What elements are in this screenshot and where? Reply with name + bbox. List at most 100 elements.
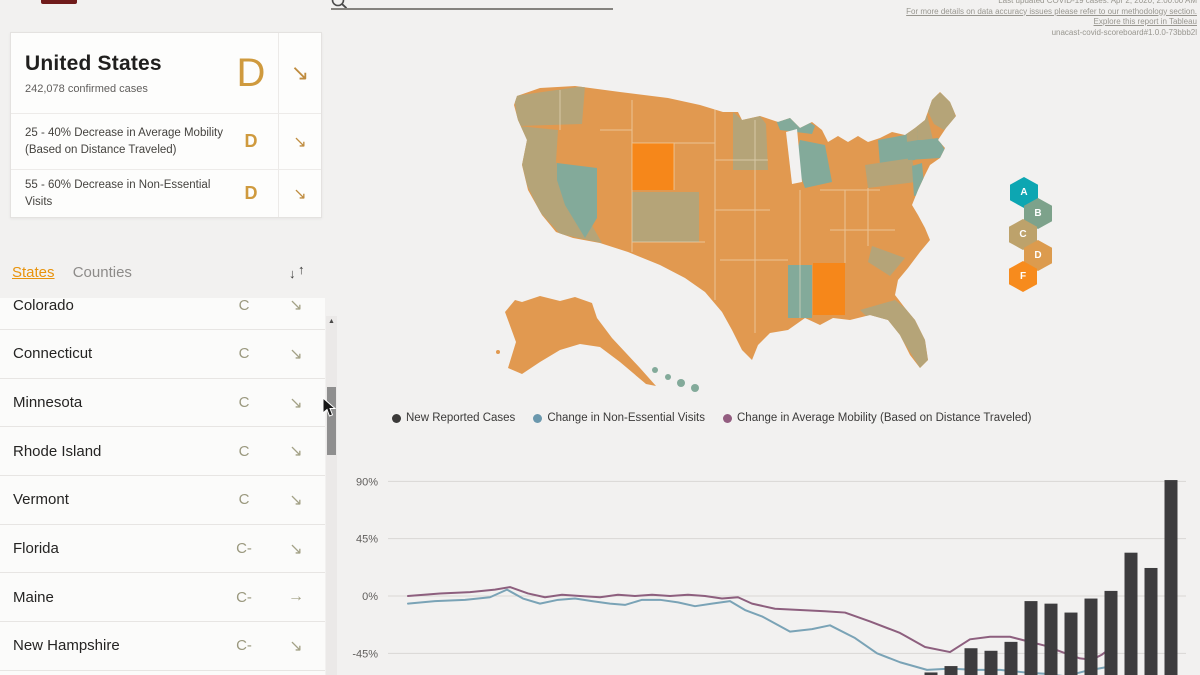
trend-icon: ↘: [289, 443, 303, 461]
bar[interactable]: [1084, 598, 1098, 675]
list-item[interactable]: Minnesota C ↘: [0, 378, 325, 428]
list-item[interactable]: Florida C- ↘: [0, 524, 325, 574]
trend-icon: ↘: [289, 491, 303, 509]
state-AL[interactable]: [813, 263, 845, 315]
search-bar[interactable]: [330, 0, 620, 12]
summary-row-visits: 55 - 60% Decrease in Non-Essential Visit…: [11, 169, 321, 217]
bar[interactable]: [1164, 480, 1178, 675]
list-item[interactable]: Rhode Island C ↘: [0, 427, 325, 477]
state-grade: C: [238, 491, 250, 509]
lake-michigan: [786, 129, 802, 184]
state-HI[interactable]: [677, 379, 685, 387]
tab-states[interactable]: States: [12, 264, 55, 281]
summary-row-mobility: 25 - 40% Decrease in Average Mobility (B…: [11, 113, 321, 169]
scroll-up-icon[interactable]: ▲: [328, 318, 335, 325]
search-icon: [331, 0, 348, 9]
state-PA[interactable]: [865, 158, 916, 188]
state-HI[interactable]: [652, 367, 658, 373]
bar[interactable]: [1104, 590, 1118, 675]
confirmed-cases-text: 242,078 confirmed cases: [25, 82, 148, 95]
grade-hex-letter: A: [1020, 187, 1028, 198]
state-NV[interactable]: [557, 163, 597, 238]
list-tabs: States Counties: [12, 264, 132, 281]
list-scrollbar[interactable]: ▲: [326, 316, 337, 675]
trend-icon: →: [288, 588, 304, 606]
page-title: United States: [25, 51, 162, 75]
legend-label: Change in Average Mobility (Based on Dis…: [737, 412, 1032, 424]
sort-icon[interactable]: ↑: [298, 262, 305, 277]
bar[interactable]: [984, 650, 998, 675]
legend-dot-icon: [723, 413, 732, 423]
bar[interactable]: [1044, 603, 1058, 675]
trend-down-icon: ↘: [278, 170, 321, 217]
trend-down-icon: ↘: [278, 114, 321, 169]
tab-counties[interactable]: Counties: [72, 264, 132, 281]
methodology-link[interactable]: For more details on data accuracy issues…: [906, 6, 1197, 16]
state-ME[interactable]: [926, 92, 956, 130]
state-MA[interactable]: [906, 138, 945, 160]
visits-metric-line2: Visits: [25, 195, 53, 208]
mobility-grade: D: [244, 131, 258, 151]
state-name: Maine: [13, 588, 54, 606]
trend-icon: ↘: [289, 540, 303, 558]
state-MN[interactable]: [733, 112, 768, 170]
version-text: unacast-covid-scoreboard#1.0.0-73bbb2l: [1051, 27, 1197, 37]
legend-label: New Reported Cases: [406, 412, 516, 424]
header-meta: Last updated COVID-19 cases: Apr 2, 2020…: [906, 0, 1197, 38]
state-HI[interactable]: [665, 374, 671, 380]
list-item[interactable]: Maine C- →: [0, 573, 325, 623]
state-grade: C: [238, 394, 250, 412]
bar[interactable]: [944, 666, 958, 675]
overall-grade: D: [236, 50, 266, 95]
state-VT[interactable]: [906, 116, 918, 142]
last-updated-text: Last updated COVID-19 cases: Apr 2, 2020…: [998, 0, 1197, 5]
state-MI[interactable]: [795, 140, 832, 188]
bar[interactable]: [924, 672, 938, 675]
legend-item[interactable]: New Reported Cases: [392, 412, 515, 424]
state-name: Connecticut: [13, 345, 93, 363]
bar[interactable]: [1064, 612, 1078, 675]
legend-item[interactable]: Change in Average Mobility (Based on Dis…: [723, 412, 1031, 424]
state-list: Colorado C ↘ Connecticut C ↘ Minnesota C ↘ Rhode …: [0, 298, 325, 675]
visits-metric-line1: 55 - 60% Decrease in Non-Essential: [25, 178, 211, 191]
grade-hex-letter: D: [1034, 250, 1042, 261]
aleutian-island: [496, 350, 500, 354]
state-borders: [559, 90, 895, 333]
state-WA[interactable]: [514, 86, 585, 126]
scrollbar-thumb[interactable]: [327, 387, 336, 455]
state-grade: C-: [236, 540, 252, 558]
bar[interactable]: [1124, 552, 1138, 675]
us-mainland[interactable]: [514, 86, 956, 368]
mouse-cursor: [322, 396, 337, 417]
list-item[interactable]: Connecticut C ↘: [0, 330, 325, 379]
summary-row-country: United States 242,078 confirmed cases D …: [11, 33, 321, 113]
list-item: [0, 670, 325, 675]
state-grade: C: [238, 345, 250, 363]
state-grade: C-: [236, 588, 252, 606]
list-item[interactable]: Vermont C ↘: [0, 476, 325, 525]
bar[interactable]: [964, 648, 978, 675]
timeline-chart[interactable]: 90% 45% 0% -45%: [340, 450, 1200, 675]
list-item[interactable]: Colorado C ↘: [0, 298, 325, 330]
state-HI[interactable]: [691, 384, 699, 392]
tableau-link[interactable]: Explore this report in Tableau: [1093, 17, 1197, 26]
state-AK[interactable]: [505, 296, 656, 386]
sort-icon[interactable]: ↓: [289, 266, 296, 281]
legend-dot-icon: [392, 413, 401, 423]
search-underline: [331, 8, 613, 10]
us-choropleth-map[interactable]: [480, 40, 1040, 400]
state-FL[interactable]: [860, 300, 928, 368]
bar[interactable]: [1024, 601, 1038, 675]
bar[interactable]: [1004, 641, 1018, 675]
bar[interactable]: [1144, 567, 1158, 675]
state-CO[interactable]: [632, 192, 699, 242]
search-input[interactable]: [348, 0, 607, 10]
legend-dot-icon: [533, 413, 543, 423]
legend-item[interactable]: Change in Non-Essential Visits: [533, 412, 705, 424]
state-SC[interactable]: [868, 246, 905, 276]
trend-icon: ↘: [289, 345, 303, 363]
list-item[interactable]: New Hampshire C- ↘: [0, 622, 325, 671]
trend-icon: ↘: [289, 394, 303, 412]
state-name: Vermont: [13, 491, 69, 509]
state-WY[interactable]: [632, 143, 674, 190]
